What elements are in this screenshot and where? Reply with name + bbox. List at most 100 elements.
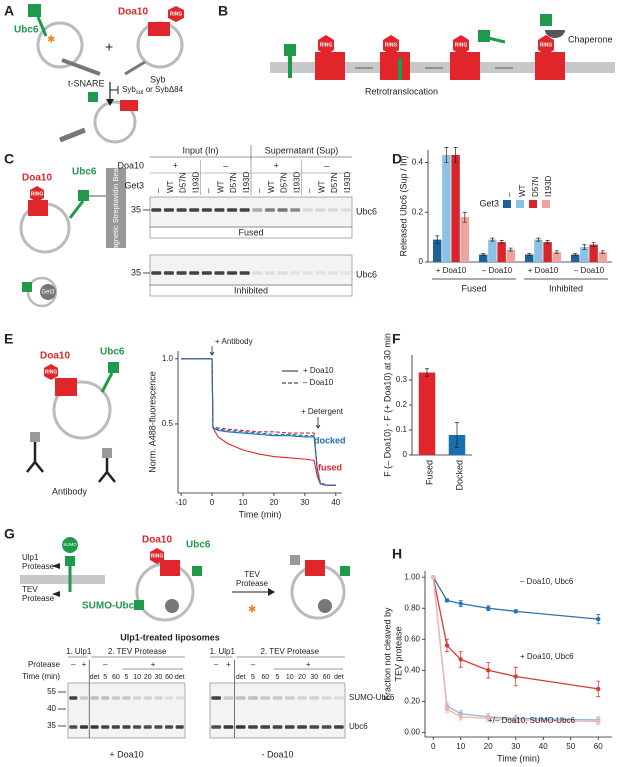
y-tick-label: 0.3: [396, 375, 408, 384]
y-tick-label: 0.80: [404, 603, 420, 612]
x-tick-label: 0: [210, 498, 215, 507]
ubc6-tm: [68, 200, 85, 219]
bar: [534, 239, 543, 262]
tev-label: TEV: [22, 585, 38, 594]
ring-label: RING: [170, 11, 183, 17]
bar: [524, 254, 534, 262]
error-bar: [554, 250, 559, 254]
error-bar: [591, 242, 596, 247]
y-axis-label: TEV protease: [393, 626, 403, 681]
point: [513, 674, 518, 679]
panel-label: E: [4, 331, 13, 347]
antibody-shape: [98, 458, 116, 483]
x-tick-label: 10: [239, 498, 248, 507]
annotation-arrow: [315, 417, 321, 429]
gel-band: [315, 271, 326, 275]
gel-band: [260, 725, 271, 729]
bar: [552, 252, 562, 262]
bar: [442, 154, 451, 262]
gel-band: [252, 271, 263, 275]
ubc6-shape: [65, 556, 75, 566]
error-bar: [600, 250, 605, 254]
gel-band: [227, 271, 238, 275]
doa10-cell: –: [324, 160, 329, 170]
gel-band: [302, 271, 313, 275]
ubc6-label: Ubc6: [100, 347, 125, 358]
doa10-shape: [535, 52, 565, 80]
gel-band: [223, 725, 234, 729]
time-cell: 20: [298, 674, 306, 681]
ubc6-tm: [100, 372, 114, 393]
col-header: 2. TEV Protease: [260, 647, 319, 656]
gel-band: [101, 725, 110, 729]
gel-band: [189, 208, 200, 212]
gel-band: [211, 696, 221, 700]
ring-shape: [538, 35, 554, 55]
gel-band: [90, 725, 99, 729]
gel-band: [334, 696, 344, 700]
protease-cell: +: [306, 660, 311, 669]
gel-band: [122, 696, 131, 700]
ubc6-shape: [478, 30, 490, 42]
row-label: Doa10: [117, 160, 144, 170]
bar: [451, 154, 460, 262]
doa10-label: Doa10: [118, 7, 148, 18]
doa10-cell: +: [173, 160, 178, 170]
t-snare-label: t-SNARE: [68, 78, 105, 88]
doa10-shape: [450, 52, 480, 80]
y-tick-label: 0.40: [404, 665, 420, 674]
time-cell: 30: [310, 674, 318, 681]
gel-band: [176, 271, 187, 275]
gel-band: [260, 696, 271, 700]
group-label: Fused: [461, 283, 486, 293]
panel-label: G: [4, 526, 15, 542]
x-tick-label: 40: [331, 498, 340, 507]
get3-cell: WT: [166, 180, 175, 193]
row-label: Time (min): [22, 672, 60, 681]
legend-label: + Doa10: [303, 366, 334, 375]
gel-band: [223, 696, 234, 700]
series-label: – Doa10, Ubc6: [520, 577, 574, 586]
ring-shape: [168, 6, 184, 22]
y-tick-label: 0.1: [396, 425, 408, 434]
ring-label: RING: [31, 191, 44, 197]
get3-cell: –: [254, 188, 263, 193]
x-tick-label: 60: [594, 742, 603, 751]
get3-shape: [165, 599, 179, 613]
panel-label: F: [392, 331, 401, 347]
liposome: [52, 380, 112, 440]
protease-cell: –: [251, 660, 256, 669]
ubc6-shape: [284, 44, 296, 56]
ubc6-shape: [540, 14, 552, 26]
ubc6-shape: [340, 566, 350, 576]
y-tick-label: 0.4: [412, 158, 424, 167]
series-line: [432, 576, 599, 620]
star: ✱: [47, 35, 55, 46]
gel-band: [151, 271, 162, 275]
error-bar: [582, 244, 587, 250]
get3-cell: D57N: [330, 172, 339, 193]
col-header: 1. Ulp1: [210, 647, 236, 656]
panel-label: A: [4, 3, 14, 19]
gel-band: [340, 208, 351, 212]
gel: [209, 682, 346, 739]
gel-band: [165, 725, 174, 729]
syb-label: Syb: [150, 74, 166, 84]
band-label: SUMO-Ubc6: [349, 693, 395, 702]
gel-band: [214, 208, 225, 212]
bar: [497, 242, 506, 262]
panel-c-diagram: [19, 168, 126, 308]
point: [596, 719, 601, 724]
ring-shape: [150, 548, 164, 564]
gel-caption: Fused: [238, 227, 263, 237]
tag: [30, 432, 40, 442]
tag: [290, 555, 300, 565]
y-tick-label: 0: [403, 450, 408, 459]
time-cell: 20: [144, 674, 152, 681]
size-marker: 35: [131, 204, 141, 214]
ubc6-shape: [108, 362, 119, 373]
caption-box: [149, 284, 353, 297]
band-label: Ubc6: [349, 722, 368, 731]
ubc6-shape: [134, 600, 144, 610]
time-cell: 5: [251, 674, 255, 681]
